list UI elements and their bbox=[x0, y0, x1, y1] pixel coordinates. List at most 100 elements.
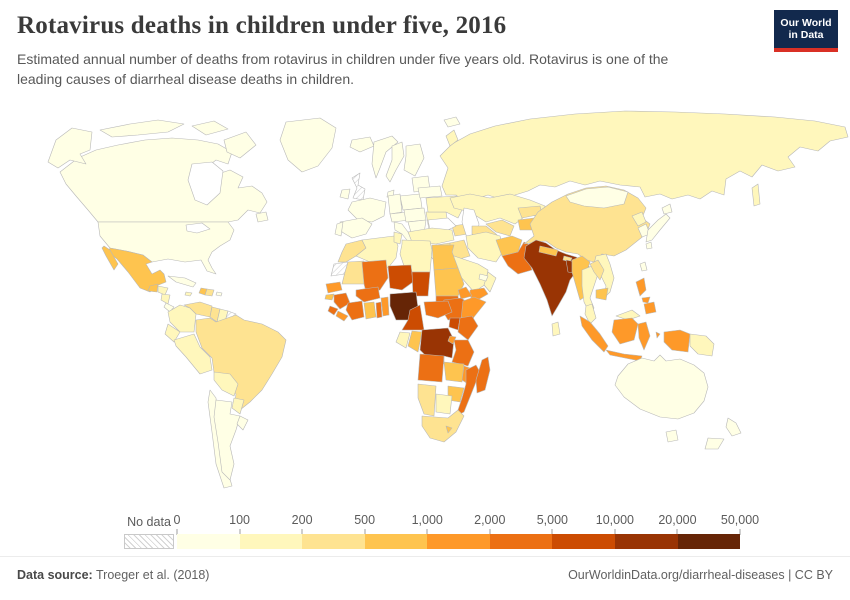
country-japan-kyushu[interactable] bbox=[645, 241, 653, 250]
country-mexico-baja[interactable] bbox=[101, 245, 119, 271]
country-egypt[interactable] bbox=[431, 244, 459, 271]
country-south-africa[interactable] bbox=[421, 409, 465, 443]
country-russia[interactable] bbox=[439, 110, 849, 204]
country-benin[interactable] bbox=[380, 296, 390, 317]
country-uruguay[interactable] bbox=[236, 415, 249, 431]
country-guatemala[interactable] bbox=[147, 283, 159, 293]
country-mexico[interactable] bbox=[107, 247, 167, 293]
country-philippines-mindanao[interactable] bbox=[643, 301, 657, 315]
country-germany[interactable] bbox=[387, 193, 403, 215]
country-nicaragua[interactable] bbox=[160, 293, 171, 305]
country-central-europe[interactable] bbox=[403, 207, 427, 223]
country-chad[interactable] bbox=[411, 271, 431, 297]
country-finland[interactable] bbox=[403, 143, 425, 177]
country-iran[interactable] bbox=[465, 231, 505, 263]
country-mauritania[interactable] bbox=[341, 260, 367, 285]
country-canada[interactable] bbox=[223, 131, 257, 159]
country-angola[interactable] bbox=[417, 353, 445, 383]
country-new-zealand-north[interactable] bbox=[725, 417, 742, 437]
country-honduras[interactable] bbox=[157, 285, 169, 296]
country-malaysia[interactable] bbox=[584, 303, 597, 325]
country-liberia[interactable] bbox=[335, 310, 349, 322]
country-burkina-faso[interactable] bbox=[355, 286, 381, 303]
country-greenland[interactable] bbox=[279, 117, 337, 173]
country-mozambique[interactable] bbox=[455, 364, 481, 417]
country-laos[interactable] bbox=[589, 259, 605, 281]
country-rwanda-burundi[interactable] bbox=[447, 335, 457, 345]
country-cambodia[interactable] bbox=[595, 287, 609, 301]
country-puerto-rico[interactable] bbox=[215, 291, 223, 297]
country-iceland[interactable] bbox=[349, 136, 375, 153]
country-madagascar[interactable] bbox=[475, 356, 491, 394]
country-united-states-alaska[interactable] bbox=[47, 127, 93, 169]
legend-no-data-swatch[interactable] bbox=[124, 534, 174, 549]
country-afghanistan[interactable] bbox=[495, 235, 523, 257]
country-new-zealand-south[interactable] bbox=[704, 437, 725, 450]
country-poland[interactable] bbox=[399, 193, 423, 211]
country-bolivia[interactable] bbox=[213, 371, 239, 397]
credit-line[interactable]: OurWorldinData.org/diarrheal-diseases | … bbox=[568, 568, 833, 582]
country-taiwan[interactable] bbox=[639, 261, 648, 272]
country-russia-novaya-zemlya[interactable] bbox=[445, 129, 459, 147]
country-sweden[interactable] bbox=[385, 141, 405, 183]
country-portugal[interactable] bbox=[334, 221, 344, 237]
country-uzbekistan[interactable] bbox=[485, 219, 515, 237]
country-peru[interactable] bbox=[173, 333, 213, 375]
country-eritrea[interactable] bbox=[457, 286, 473, 300]
country-sri-lanka[interactable] bbox=[551, 321, 561, 337]
country-united-arab-emirates[interactable] bbox=[478, 273, 489, 282]
country-philippines-luzon[interactable] bbox=[635, 277, 647, 297]
owid-logo[interactable]: Our World in Data bbox=[774, 10, 838, 52]
country-zambia[interactable] bbox=[443, 361, 465, 383]
country-indonesia-sumatra[interactable] bbox=[579, 315, 609, 353]
country-indonesia-papua[interactable] bbox=[663, 329, 691, 353]
country-togo[interactable] bbox=[375, 301, 383, 319]
country-france[interactable] bbox=[347, 197, 387, 223]
country-jamaica[interactable] bbox=[184, 291, 193, 297]
country-ghana[interactable] bbox=[363, 301, 377, 320]
country-brazil[interactable] bbox=[195, 314, 287, 411]
country-lesotho[interactable] bbox=[445, 425, 453, 434]
country-kenya[interactable] bbox=[457, 315, 479, 341]
country-ireland[interactable] bbox=[339, 188, 351, 200]
country-canada[interactable] bbox=[255, 211, 269, 223]
country-canada[interactable] bbox=[191, 120, 229, 136]
country-central-african-republic[interactable] bbox=[423, 300, 453, 319]
country-cuba[interactable] bbox=[167, 275, 197, 288]
country-guinea-bissau[interactable] bbox=[324, 293, 335, 301]
country-tanzania[interactable] bbox=[451, 339, 475, 367]
country-ecuador[interactable] bbox=[164, 323, 181, 343]
country-guinea[interactable] bbox=[333, 292, 351, 310]
country-australia-tasmania[interactable] bbox=[665, 429, 679, 443]
country-paraguay[interactable] bbox=[231, 397, 245, 415]
country-gabon[interactable] bbox=[395, 331, 411, 349]
country-indonesia-kalimantan[interactable] bbox=[611, 317, 639, 345]
legend-color-bar[interactable] bbox=[177, 534, 741, 549]
country-australia[interactable] bbox=[614, 354, 709, 420]
country-indonesia-java[interactable] bbox=[605, 349, 643, 362]
country-north-korea[interactable] bbox=[631, 211, 647, 227]
country-niger[interactable] bbox=[387, 264, 414, 291]
country-russia-sakhalin[interactable] bbox=[751, 183, 761, 207]
country-senegal[interactable] bbox=[325, 281, 343, 294]
country-botswana[interactable] bbox=[435, 393, 453, 415]
country-indonesia-sulawesi[interactable] bbox=[637, 321, 651, 351]
country-argentina[interactable] bbox=[213, 399, 241, 481]
country-canada[interactable] bbox=[99, 119, 185, 138]
country-sierra-leone[interactable] bbox=[327, 305, 339, 316]
country-mali[interactable] bbox=[361, 259, 389, 293]
country-japan-hokkaido[interactable] bbox=[661, 203, 673, 215]
country-norway[interactable] bbox=[371, 135, 399, 179]
country-belarus[interactable] bbox=[417, 185, 443, 199]
country-colombia[interactable] bbox=[167, 304, 197, 333]
country-philippines-visayas[interactable] bbox=[641, 296, 651, 304]
country-spain[interactable] bbox=[339, 217, 373, 239]
country-japan[interactable] bbox=[645, 213, 671, 243]
country-papua-new-guinea[interactable] bbox=[689, 333, 715, 357]
country-united-states[interactable] bbox=[97, 221, 235, 275]
country-mongolia[interactable] bbox=[565, 186, 629, 209]
country-united-kingdom[interactable] bbox=[351, 172, 366, 201]
country-dominican-republic[interactable] bbox=[204, 288, 215, 297]
country-cote-divoire[interactable] bbox=[345, 300, 365, 321]
country-namibia[interactable] bbox=[417, 383, 437, 417]
